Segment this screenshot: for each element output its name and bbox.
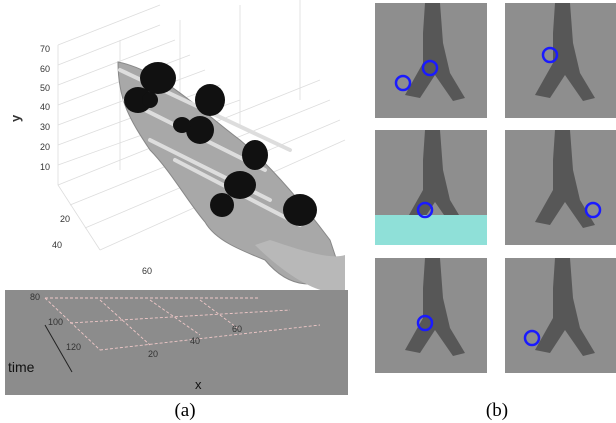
- tick-label: 60: [232, 324, 242, 334]
- tick-label: 20: [60, 214, 70, 224]
- plot-3d: [58, 0, 345, 292]
- tick-label: 40: [52, 240, 62, 250]
- panel-label: (a): [174, 400, 195, 421]
- y-axis-label: y: [8, 114, 23, 122]
- time-axis-label: time: [8, 359, 35, 375]
- video-frame: [375, 3, 487, 118]
- video-frame: [375, 258, 487, 373]
- x-axis-label: x: [195, 377, 202, 392]
- figure: y time x (a) (b) 70 60 50 40 30 20 10 20 40 60 80 1…: [0, 0, 616, 423]
- tick-label: 20: [148, 349, 158, 359]
- tick-label: 120: [66, 342, 81, 352]
- time-plane: [5, 290, 348, 395]
- video-frame: [505, 130, 616, 245]
- frames: [375, 3, 616, 373]
- tick-label: 20: [40, 142, 50, 152]
- video-frame: [375, 130, 487, 245]
- tick-label: 80: [30, 292, 40, 302]
- video-frame: [505, 258, 616, 373]
- tick-label: 100: [48, 317, 63, 327]
- page: {"figure": { "panel_a": { "label": "(a)"…: [0, 0, 616, 423]
- tick-label: 50: [40, 83, 50, 93]
- tick-label: 60: [40, 64, 50, 74]
- tick-label: 30: [40, 122, 50, 132]
- video-frame: [505, 3, 616, 118]
- tick-label: 40: [190, 336, 200, 346]
- tick-label: 40: [40, 102, 50, 112]
- tick-label: 60: [142, 266, 152, 276]
- panel-label: (b): [486, 400, 508, 421]
- tick-label: 10: [40, 162, 50, 172]
- tick-label: 70: [40, 44, 50, 54]
- overlay: [375, 215, 487, 245]
